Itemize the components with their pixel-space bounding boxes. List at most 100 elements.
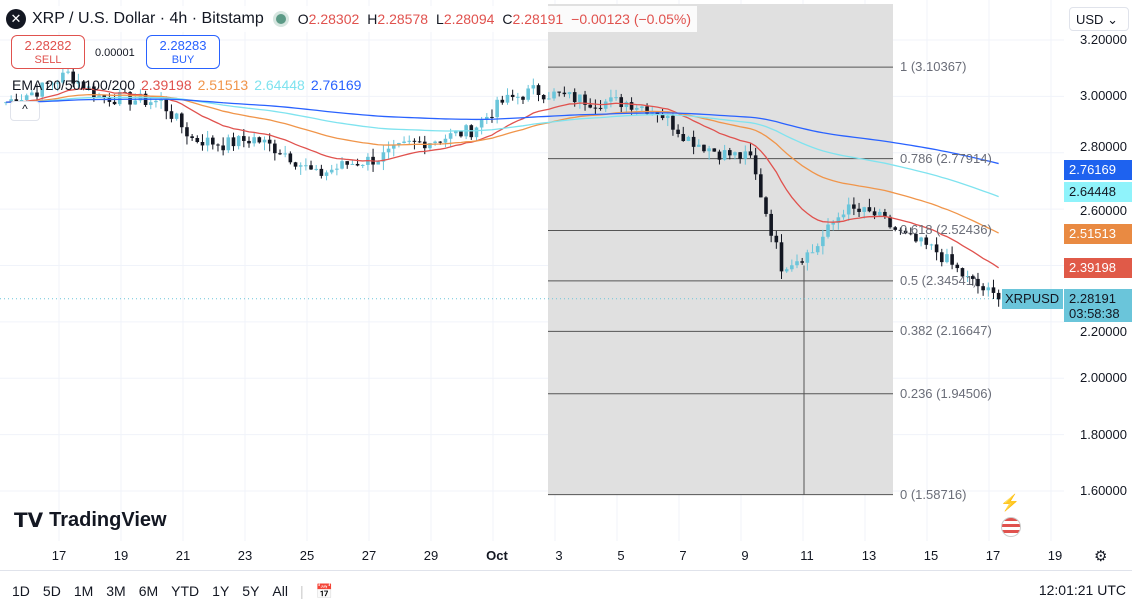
price-axis-label: 2.20000 (1080, 323, 1127, 339)
candle-body (185, 127, 189, 137)
candle-body (45, 82, 50, 84)
candle-body (376, 161, 381, 165)
candle-body (200, 141, 205, 146)
sell-button[interactable]: 2.28282 SELL (11, 35, 85, 69)
candle-body (795, 261, 799, 266)
price-chart[interactable] (0, 0, 1064, 541)
ema200-tag: 2.76169 (1064, 160, 1132, 180)
candle-body (634, 107, 639, 110)
candle-body (877, 211, 882, 216)
candle-body (676, 129, 680, 134)
us-flag-icon[interactable] (1001, 517, 1021, 537)
candle-body (547, 98, 551, 100)
goto-date-icon[interactable]: 📅 (315, 582, 334, 599)
candle-body (169, 111, 174, 119)
candle-body (598, 107, 603, 109)
candle-body (479, 119, 484, 128)
candle-body (76, 81, 81, 84)
candle-body (681, 133, 686, 142)
candle-body (872, 211, 877, 216)
spread: 0.00001 (95, 47, 135, 59)
range-button[interactable]: 1Y (212, 583, 230, 599)
market-status-icon (275, 14, 286, 24)
candle-body (898, 229, 903, 231)
range-button[interactable]: 1D (12, 583, 30, 599)
candle-body (428, 143, 432, 149)
candle-body (903, 230, 908, 234)
range-button[interactable]: 3M (106, 583, 126, 599)
candle-body (567, 92, 572, 95)
range-button[interactable]: 1M (73, 583, 94, 599)
candle-body (603, 101, 608, 109)
candle-body (4, 102, 8, 104)
xrp-logo-icon: ✕ (6, 9, 26, 29)
candle-body (242, 136, 246, 141)
candle-body (402, 141, 406, 143)
fib-zone (548, 4, 893, 495)
candle-body (278, 153, 282, 155)
date-axis-label: 27 (361, 548, 377, 563)
candle-body (619, 97, 624, 108)
candle-body (273, 143, 277, 154)
candle-body (981, 286, 985, 291)
candle-body (841, 214, 846, 218)
candle-body (722, 150, 727, 160)
range-button[interactable]: All (272, 583, 288, 599)
price-axis-label: 3.20000 (1080, 32, 1127, 47)
candle-body (857, 208, 861, 212)
ema100-line (5, 96, 999, 198)
ema100-value: 2.64448 (254, 77, 305, 93)
candle-body (55, 82, 60, 84)
candle-body (86, 86, 91, 89)
date-axis-label: 29 (423, 548, 439, 563)
candle-body (309, 165, 313, 170)
candle-body (939, 252, 944, 263)
candle-body (510, 94, 515, 98)
ema100-tag: 2.64448 (1064, 182, 1132, 202)
ai-icon[interactable]: ⚡ (1000, 495, 1020, 512)
candle-body (686, 136, 691, 142)
ema-legend[interactable]: EMA 20/50/100/200 2.39198 2.51513 2.6444… (12, 77, 361, 93)
fib-label: 1 (3.10367) (900, 59, 967, 75)
candle-body (557, 91, 561, 93)
date-axis-label: 7 (679, 548, 687, 563)
candle-body (769, 213, 773, 236)
last-price-tag: 2.28191 03:58:38 (1064, 289, 1132, 322)
settings-icon[interactable]: ⚙ (1094, 548, 1108, 565)
date-axis-label: 13 (861, 548, 877, 563)
candle-body (717, 151, 722, 160)
symbol-tag: XRPUSD (1002, 289, 1063, 309)
candle-body (345, 161, 350, 165)
range-button[interactable]: 5D (42, 583, 61, 599)
fib-label: 0.5 (2.34541) (900, 272, 978, 288)
range-button[interactable]: YTD (171, 583, 200, 599)
fib-label: 0.618 (2.52436) (900, 222, 992, 238)
bar-countdown: 03:58:38 (1069, 306, 1120, 321)
candle-body (505, 94, 510, 103)
fib-label: 0.786 (2.77914) (900, 150, 992, 166)
collapse-legend-button[interactable]: ^ (10, 101, 40, 121)
ema200-line (5, 98, 999, 165)
currency-value: USD (1076, 12, 1104, 27)
buy-label: BUY (171, 54, 195, 66)
candle-body (583, 94, 587, 105)
candle-body (391, 144, 396, 149)
date-axis-label: 25 (299, 548, 315, 563)
candle-body (784, 269, 789, 272)
candle-body (759, 174, 763, 198)
candle-body (500, 99, 505, 103)
clock[interactable]: 12:01:21 UTC (1038, 582, 1126, 598)
candle-body (516, 96, 520, 98)
symbol-title[interactable]: XRP / U.S. Dollar · 4h · Bitstamp (32, 10, 264, 27)
currency-select[interactable]: USD ⌄ (1069, 7, 1129, 31)
fib-label: 0 (1.58716) (900, 486, 967, 502)
candle-body (831, 222, 835, 225)
tradingview-logo[interactable]: 𝗧𝗩 TradingView (14, 508, 167, 533)
fib-label: 0.382 (2.16647) (900, 323, 992, 339)
high-value: 2.28578 (377, 11, 429, 27)
buy-button[interactable]: 2.28283 BUY (146, 35, 220, 69)
candle-body (288, 153, 293, 163)
date-axis-label: 23 (237, 548, 253, 563)
range-button[interactable]: 5Y (242, 583, 260, 599)
range-button[interactable]: 6M (138, 583, 159, 599)
